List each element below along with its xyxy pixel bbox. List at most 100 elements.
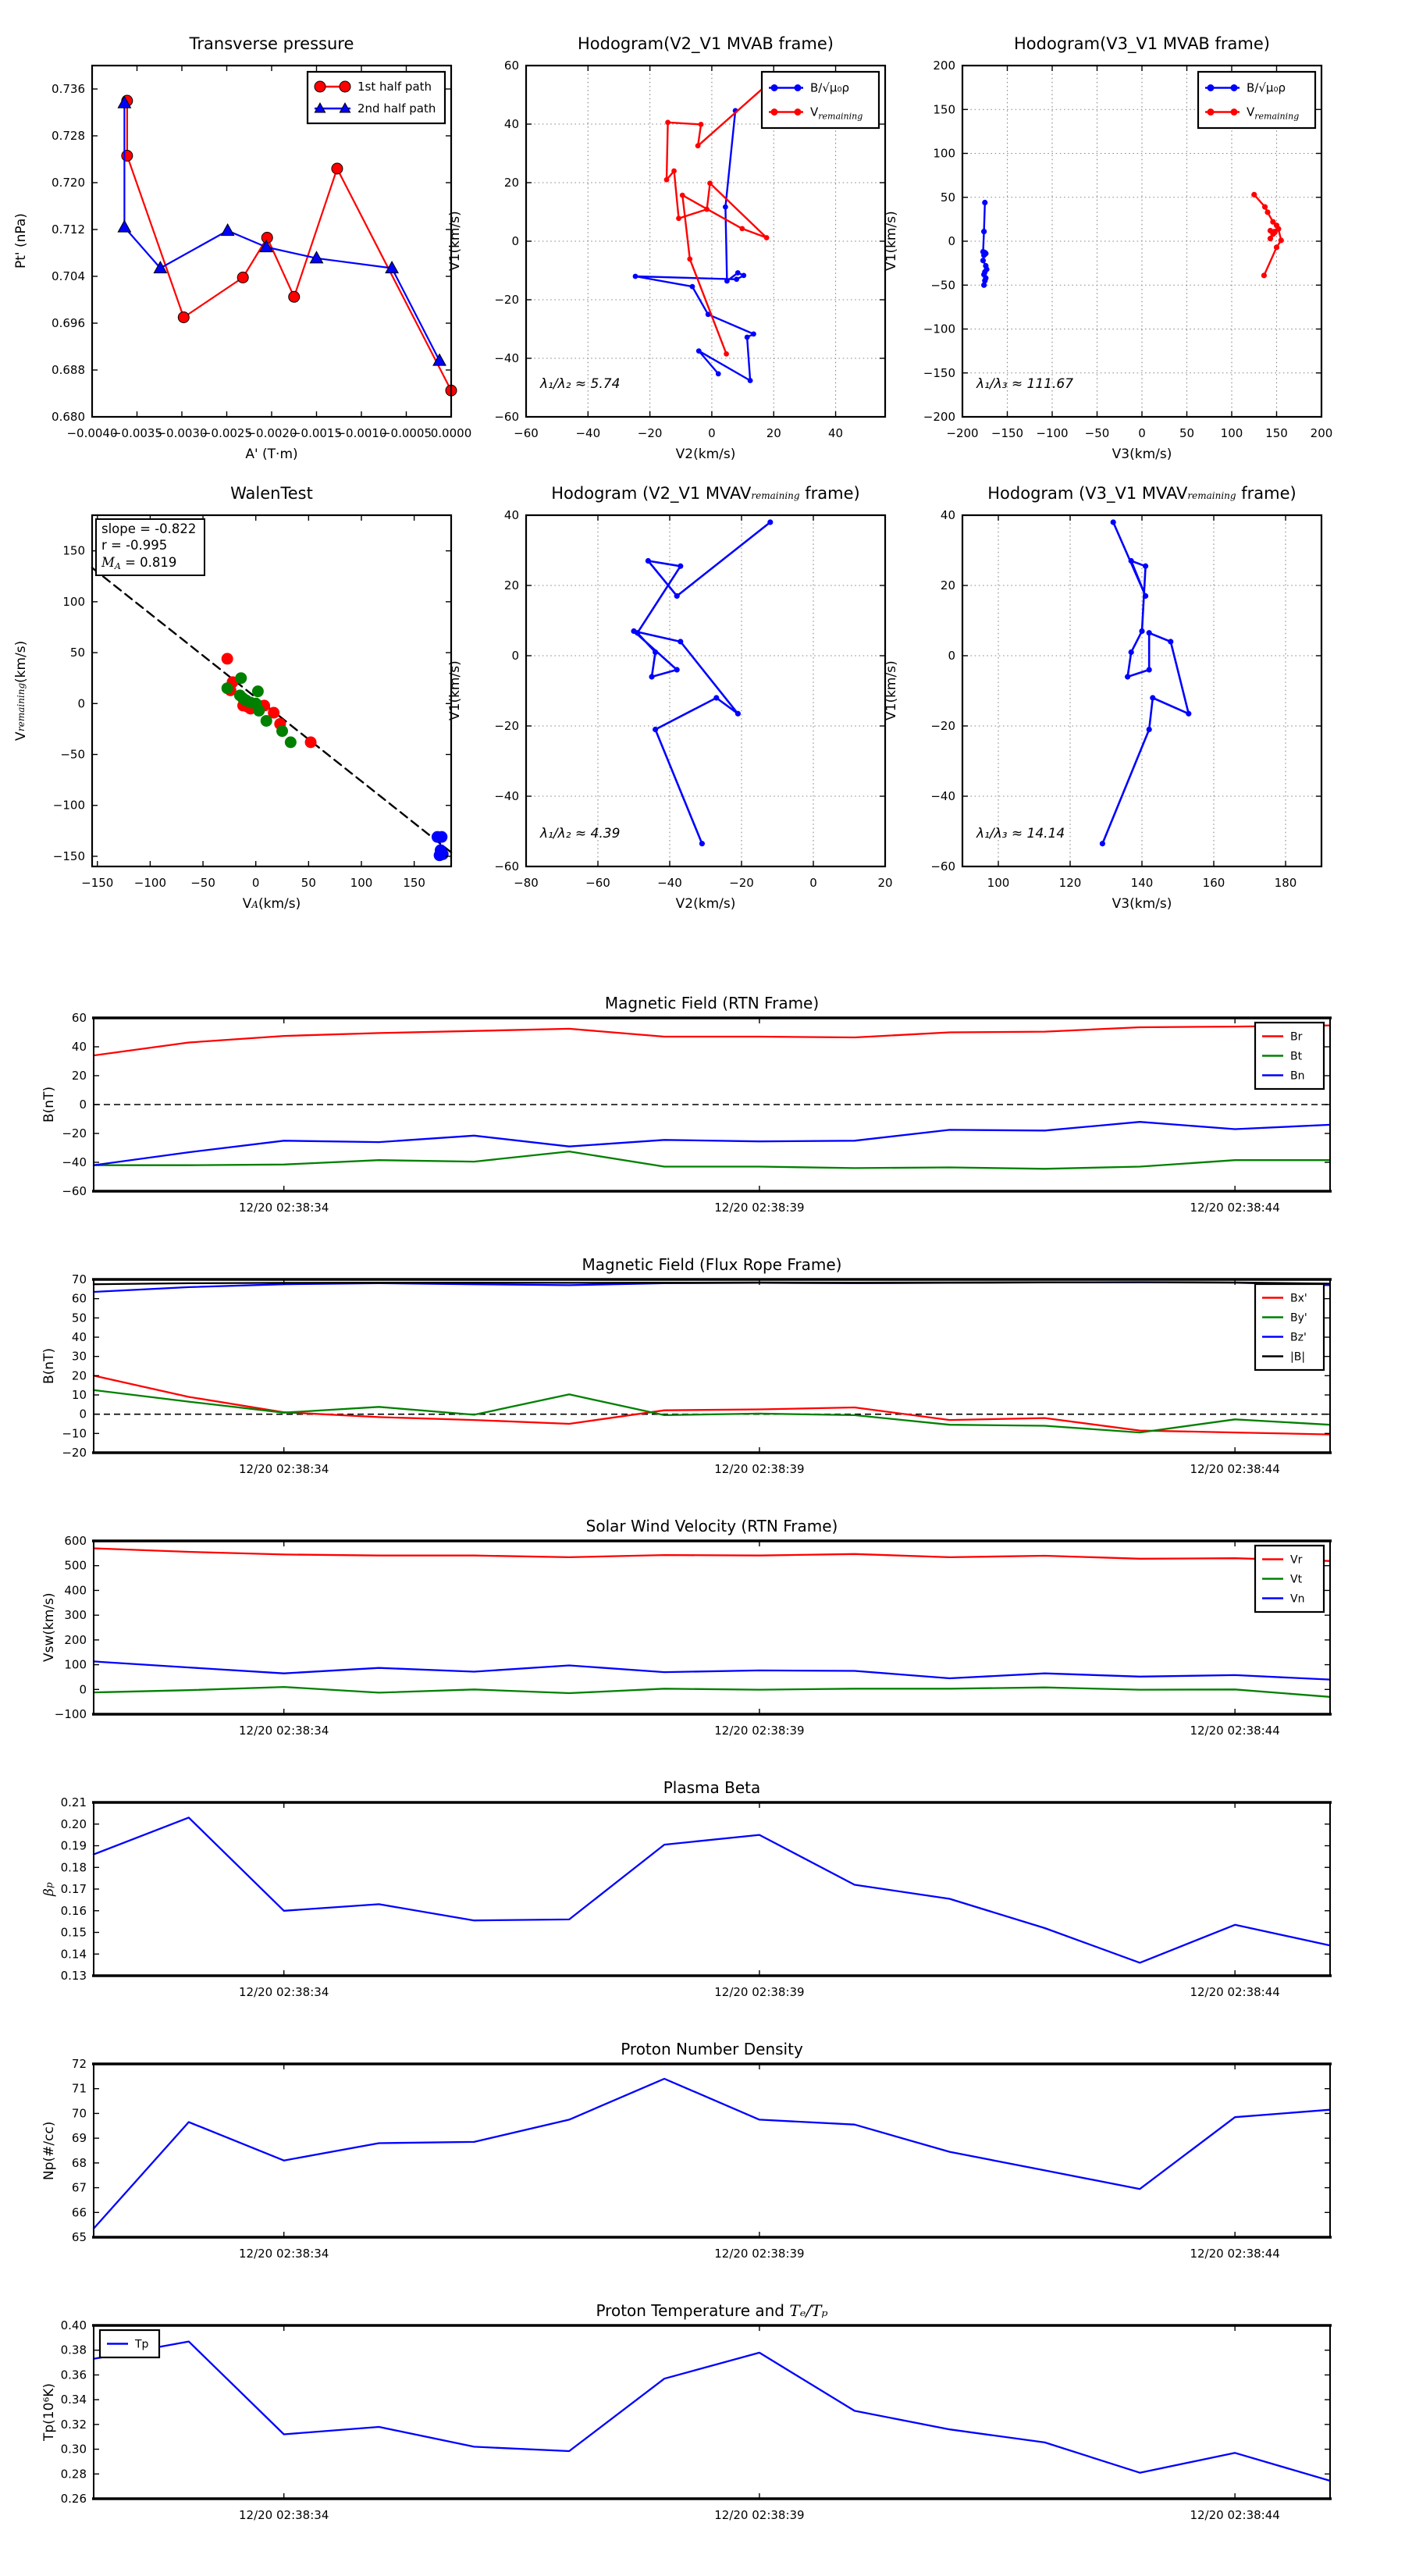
svg-text:20: 20 xyxy=(941,578,955,592)
svg-text:0: 0 xyxy=(77,696,85,710)
svg-text:40: 40 xyxy=(941,508,955,522)
svg-text:0: 0 xyxy=(511,234,519,248)
plot-canvas-hodogram-v2v1-mvab: −60 −40 −20 0 20 40−60−40−200204060B/√μ₀ρVrem… xyxy=(494,59,887,440)
svg-text:60: 60 xyxy=(504,59,519,73)
panel-hodogram-v3v1-mvav: Hodogram (V3_V1 MVAVremaining frame) V1(… xyxy=(884,464,1370,960)
svg-text:−200: −200 xyxy=(946,426,978,440)
svg-text:−100: −100 xyxy=(53,799,85,813)
svg-text:0.16: 0.16 xyxy=(61,1904,87,1918)
y-axis-label: V1(km/s) xyxy=(884,660,899,721)
svg-text:20: 20 xyxy=(504,578,519,592)
x-axis-label: V3(km/s) xyxy=(1112,447,1172,462)
svg-text:12/20 02:38:44: 12/20 02:38:44 xyxy=(1190,1724,1279,1738)
svg-text:−50: −50 xyxy=(1085,426,1110,440)
svg-text:0.688: 0.688 xyxy=(52,363,85,377)
svg-text:−40: −40 xyxy=(494,351,519,365)
y-axis-label: Np(#/cc) xyxy=(41,2121,57,2180)
y-axis-label: V1(km/s) xyxy=(447,660,463,721)
svg-text:0.696: 0.696 xyxy=(52,316,85,330)
plot-canvas-transverse-pressure: −0.0040−0.0035−0.0030−0.0025−0.0020−0.00… xyxy=(52,64,471,440)
svg-text:1st half path: 1st half path xyxy=(357,80,432,94)
svg-text:−50: −50 xyxy=(60,748,85,762)
svg-text:20: 20 xyxy=(72,1069,87,1083)
svg-text:100: 100 xyxy=(933,147,955,161)
panel-magnetic-field-rtn: Magnetic Field (RTN Frame) B(nT) 12/20 0… xyxy=(16,976,1389,1237)
svg-text:Br: Br xyxy=(1290,1031,1303,1044)
svg-text:20: 20 xyxy=(767,426,781,440)
svg-text:60: 60 xyxy=(72,1292,87,1306)
svg-text:−50: −50 xyxy=(930,278,955,292)
panel-solar-wind-velocity: Solar Wind Velocity (RTN Frame) Vsw(km/s… xyxy=(16,1499,1389,1760)
y-axis-label: B(nT) xyxy=(41,1347,57,1385)
svg-text:140: 140 xyxy=(1131,876,1154,890)
chart-title: Solar Wind Velocity (RTN Frame) xyxy=(585,1517,838,1535)
svg-text:12/20 02:38:44: 12/20 02:38:44 xyxy=(1190,2247,1279,2261)
svg-text:150: 150 xyxy=(403,876,425,890)
svg-text:12/20 02:38:44: 12/20 02:38:44 xyxy=(1190,1201,1279,1215)
svg-text:0.26: 0.26 xyxy=(61,2492,87,2506)
svg-text:−100: −100 xyxy=(923,322,955,336)
panel-proton-number-density: Proton Number Density Np(#/cc) 12/20 02:… xyxy=(16,2022,1389,2283)
svg-text:Bt: Bt xyxy=(1290,1051,1303,1063)
svg-text:−100: −100 xyxy=(1036,426,1068,440)
svg-text:−10: −10 xyxy=(62,1426,87,1440)
chart-title: Magnetic Field (Flux Rope Frame) xyxy=(582,1255,842,1274)
svg-text:50: 50 xyxy=(941,190,955,205)
svg-text:0.736: 0.736 xyxy=(52,82,85,96)
svg-text:40: 40 xyxy=(72,1040,87,1054)
svg-text:50: 50 xyxy=(70,646,85,660)
x-axis-label: V2(km/s) xyxy=(675,447,736,462)
svg-text:−0.0040: −0.0040 xyxy=(66,426,117,440)
svg-text:0.712: 0.712 xyxy=(52,222,85,237)
svg-text:60: 60 xyxy=(72,1011,87,1025)
chart-title: Magnetic Field (RTN Frame) xyxy=(604,994,820,1012)
svg-text:70: 70 xyxy=(72,2106,87,2120)
svg-text:−20: −20 xyxy=(62,1126,87,1140)
plot-canvas-magnetic-field-flux-rope: 12/20 02:38:34 12/20 02:38:39 12/20 02:38:… xyxy=(62,1272,1332,1476)
plot-canvas-hodogram-v2v1-mvav: −80 −60 −40 −20 0 20 −60 −40 −20 0 20 40 xyxy=(494,508,892,890)
svg-text:150: 150 xyxy=(1265,426,1288,440)
svg-text:0.13: 0.13 xyxy=(61,1969,87,1983)
svg-text:12/20 02:38:34: 12/20 02:38:34 xyxy=(239,1985,329,1999)
svg-text:0.40: 0.40 xyxy=(61,2318,87,2332)
svg-text:−100: −100 xyxy=(134,876,166,890)
svg-text:0.18: 0.18 xyxy=(61,1860,87,1874)
svg-text:−0.0030: −0.0030 xyxy=(156,426,207,440)
panel-transverse-pressure: Transverse pressure Pt' (nPa) A' (T·m) −… xyxy=(8,16,476,507)
svg-text:40: 40 xyxy=(504,508,519,522)
svg-text:−40: −40 xyxy=(930,789,955,803)
x-axis-label: V2(km/s) xyxy=(675,896,736,912)
svg-text:0.32: 0.32 xyxy=(61,2418,87,2432)
svg-text:500: 500 xyxy=(64,1559,87,1573)
svg-text:−20: −20 xyxy=(494,293,519,307)
svg-text:−20: −20 xyxy=(729,876,754,890)
svg-text:100: 100 xyxy=(987,876,1010,890)
chart-title: Proton Temperature and Tₑ/Tₚ xyxy=(596,2301,828,2320)
plot-canvas-magnetic-field-rtn: 12/20 02:38:34 12/20 02:38:39 12/20 02:38:… xyxy=(62,1011,1332,1215)
svg-text:20: 20 xyxy=(504,176,519,190)
svg-text:0.36: 0.36 xyxy=(61,2368,87,2382)
svg-text:0.20: 0.20 xyxy=(61,1817,87,1831)
svg-text:Vr: Vr xyxy=(1290,1554,1303,1567)
plot-canvas-plasma-beta: 12/20 02:38:34 12/20 02:38:39 12/20 02:38:… xyxy=(61,1795,1332,1999)
svg-text:Tp: Tp xyxy=(134,2339,149,2351)
svg-text:Vt: Vt xyxy=(1290,1574,1303,1586)
svg-text:180: 180 xyxy=(1275,876,1297,890)
svg-text:68: 68 xyxy=(72,2156,87,2170)
svg-text:10: 10 xyxy=(72,1388,87,1402)
svg-text:20: 20 xyxy=(877,876,892,890)
svg-text:Bz': Bz' xyxy=(1290,1332,1307,1344)
svg-text:0: 0 xyxy=(79,1682,87,1696)
svg-text:12/20 02:38:39: 12/20 02:38:39 xyxy=(714,2247,804,2261)
svg-text:100: 100 xyxy=(1221,426,1243,440)
svg-text:0.680: 0.680 xyxy=(52,410,85,424)
svg-text:0: 0 xyxy=(79,1098,87,1112)
eigenvalue-ratio-annotation: λ₁/λ₃ ≈ 14.14 xyxy=(976,826,1065,841)
plot-canvas-proton-number-density: 12/20 02:38:34 12/20 02:38:39 12/20 02:38:… xyxy=(72,2057,1332,2261)
svg-text:12/20 02:38:39: 12/20 02:38:39 xyxy=(714,1985,804,1999)
svg-text:100: 100 xyxy=(64,1658,87,1672)
svg-text:120: 120 xyxy=(1059,876,1082,890)
svg-text:0: 0 xyxy=(948,649,955,663)
